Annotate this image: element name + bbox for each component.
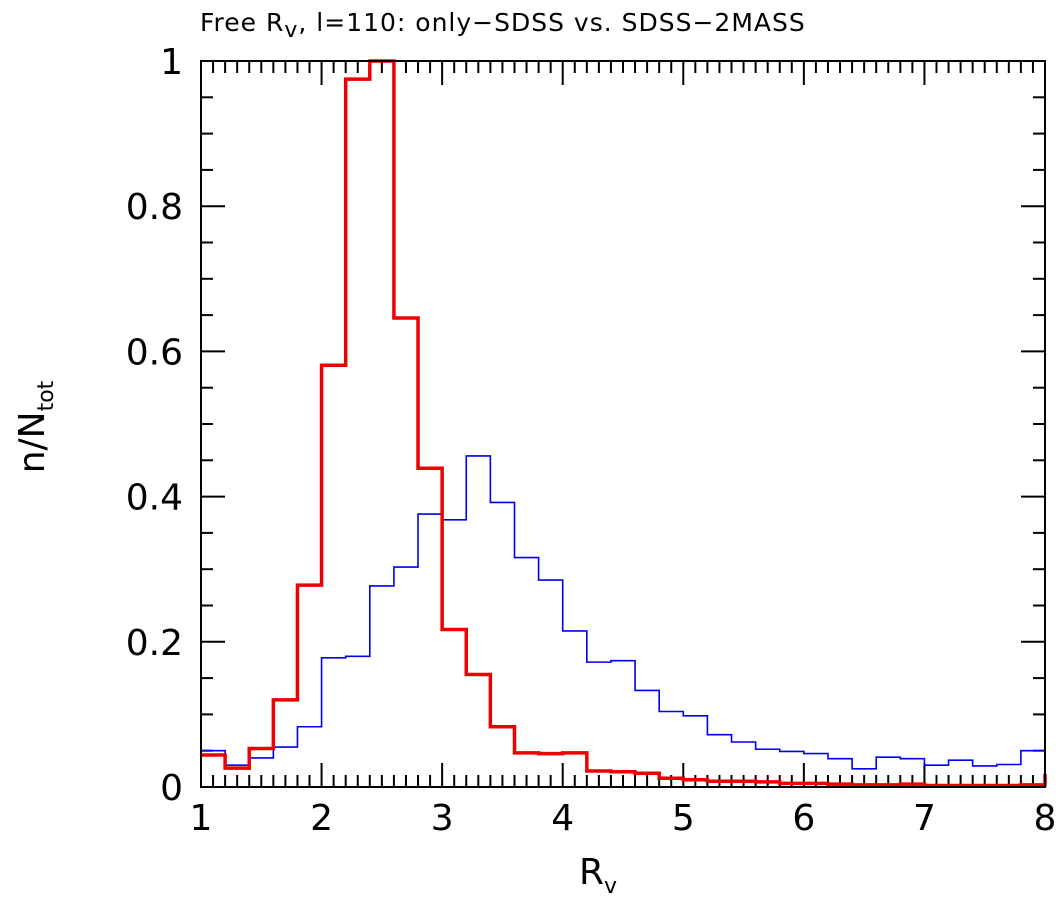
x-axis-label-main: R (579, 852, 604, 893)
chart-title-subscript: v (284, 18, 298, 43)
x-tick-label: 1 (190, 798, 213, 839)
y-tick-label: 0.4 (126, 478, 183, 519)
y-tick-label: 0.6 (126, 332, 183, 373)
x-tick-label: 4 (551, 798, 574, 839)
svg-text:n/Ntot: n/Ntot (12, 380, 59, 473)
x-tick-label: 5 (672, 798, 695, 839)
x-tick-label: 6 (792, 798, 815, 839)
x-tick-label: 2 (310, 798, 333, 839)
chart-title: Free Rv, l=110: only−SDSS vs. SDSS−2MASS (200, 8, 806, 43)
svg-text:Rv: Rv (579, 852, 617, 899)
series-layer (201, 59, 1047, 788)
y-tick-label: 0.8 (126, 187, 183, 228)
y-tick-label: 1 (160, 42, 183, 83)
y-axis-label: n/Ntot (12, 380, 59, 473)
axis-tick-labels: 1 2 3 4 5 6 7 8 0 0.2 0.4 0.6 0.8 1 (126, 42, 1057, 839)
axis-ticks (200, 60, 1046, 788)
x-tick-label: 8 (1034, 798, 1057, 839)
x-axis-label: Rv (579, 852, 617, 899)
y-axis-label-main: n/N (12, 411, 53, 473)
x-axis-label-subscript: v (604, 874, 617, 899)
plot-frame (200, 60, 1046, 788)
blue-histogram-series (201, 455, 1046, 770)
y-axis-label-subscript: tot (34, 380, 59, 411)
y-tick-label: 0.2 (126, 623, 183, 664)
svg-text:Free Rv, l=110: only−SDSS vs.: Free Rv, l=110: only−SDSS vs. SDSS−2MASS (200, 8, 806, 43)
x-tick-label: 7 (913, 798, 936, 839)
chart-title-suffix: , l=110: only−SDSS vs. SDSS−2MASS (298, 8, 805, 37)
x-tick-label: 3 (431, 798, 454, 839)
chart-title-prefix: Free R (200, 8, 284, 37)
y-tick-label: 0 (160, 768, 183, 809)
red-histogram-series (201, 59, 1047, 788)
